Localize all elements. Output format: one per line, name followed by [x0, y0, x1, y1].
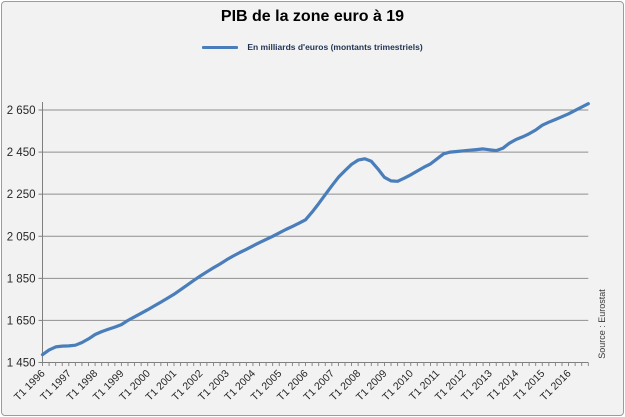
legend-series-label: En milliards d'euros (montants trimestri…	[247, 42, 423, 52]
chart-title: PIB de la zone euro à 19	[220, 8, 405, 25]
y-axis-tick-label: 2 450	[7, 147, 36, 159]
y-axis-tick-label: 1 650	[7, 315, 36, 327]
legend-line-swatch	[202, 45, 239, 49]
series-line-pib	[40, 102, 590, 357]
y-axis-tick-label: 1 850	[7, 273, 36, 285]
y-axis-tick-label: 2 050	[7, 231, 36, 243]
y-axis-tick-label: 1 450	[7, 358, 36, 370]
source-note: Source : Eurostat	[597, 289, 607, 359]
y-axis-tick-label: 2 650	[7, 105, 36, 117]
y-axis-tick-label: 2 250	[7, 189, 36, 201]
legend: En milliards d'euros (montants trimestri…	[0, 42, 625, 52]
